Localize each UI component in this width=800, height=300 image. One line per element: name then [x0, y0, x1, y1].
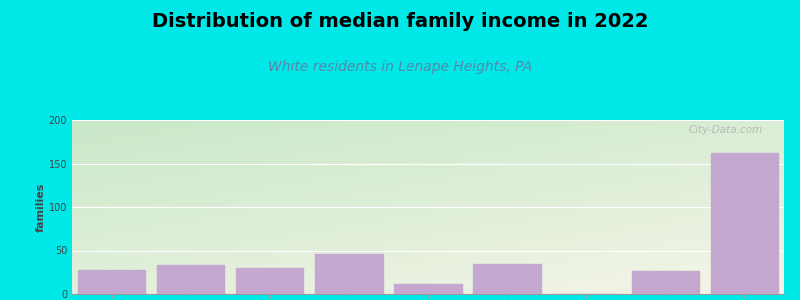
- Bar: [78, 270, 145, 294]
- Y-axis label: families: families: [36, 182, 46, 232]
- Bar: [474, 263, 541, 294]
- Bar: [632, 272, 699, 294]
- Bar: [157, 265, 224, 294]
- Text: White residents in Lenape Heights, PA: White residents in Lenape Heights, PA: [268, 60, 532, 74]
- Bar: [394, 284, 462, 294]
- Bar: [711, 153, 778, 294]
- Bar: [236, 268, 303, 294]
- Bar: [315, 254, 382, 294]
- Text: City-Data.com: City-Data.com: [689, 125, 762, 135]
- Text: Distribution of median family income in 2022: Distribution of median family income in …: [152, 12, 648, 31]
